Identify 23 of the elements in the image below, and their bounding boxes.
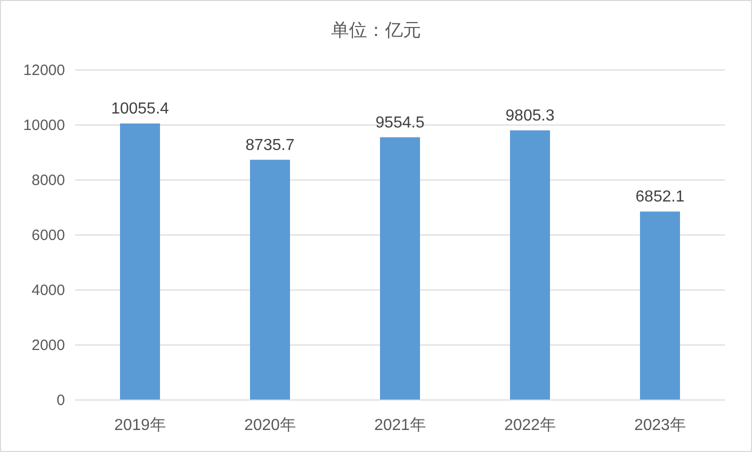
- chart-title: 单位：亿元: [331, 20, 421, 40]
- x-tick-label: 2021年: [374, 417, 426, 434]
- data-label: 10055.4: [111, 100, 170, 118]
- x-tick-label: 2023年: [634, 417, 686, 434]
- x-tick-label: 2022年: [504, 417, 556, 434]
- bar: [640, 212, 680, 400]
- x-tick-label: 2020年: [244, 417, 296, 434]
- y-tick-label: 10000: [23, 117, 65, 134]
- y-tick-label: 4000: [32, 282, 65, 299]
- bar: [380, 137, 420, 400]
- data-label: 9554.5: [376, 114, 425, 132]
- data-label: 6852.1: [636, 188, 685, 206]
- data-label: 8735.7: [246, 136, 295, 154]
- y-tick-label: 8000: [32, 172, 65, 189]
- bar: [250, 160, 290, 400]
- bar: [120, 123, 160, 400]
- bar: [510, 130, 550, 400]
- x-tick-label: 2019年: [114, 417, 166, 434]
- y-tick-label: 12000: [23, 62, 65, 79]
- y-tick-label: 0: [56, 392, 65, 409]
- y-tick-label: 2000: [32, 337, 65, 354]
- y-tick-label: 6000: [32, 227, 65, 244]
- data-label: 9805.3: [506, 107, 555, 124]
